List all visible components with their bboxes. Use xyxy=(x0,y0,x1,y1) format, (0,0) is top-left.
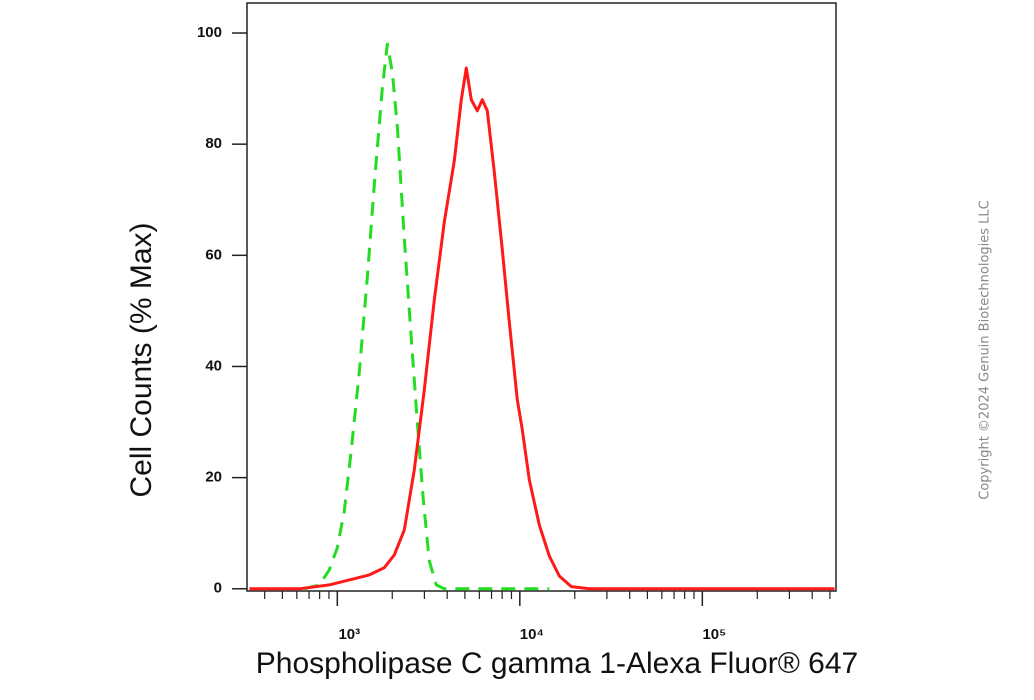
y-tick-label: 100 xyxy=(197,24,222,41)
x-tick-label: 10⁵ xyxy=(702,626,726,643)
y-tick-label: 0 xyxy=(214,580,222,597)
plot-frame xyxy=(246,2,837,592)
histogram-line xyxy=(249,66,835,591)
x-tick-label: 10⁴ xyxy=(520,626,544,643)
y-tick-label: 40 xyxy=(205,357,222,374)
x-tick-label: 10³ xyxy=(338,626,360,643)
y-tick-label: 60 xyxy=(205,246,222,263)
y-tick-label: 80 xyxy=(205,135,222,152)
y-axis-title: Cell Counts (% Max) xyxy=(125,222,158,497)
y-tick-label: 20 xyxy=(205,469,222,486)
histogram-line xyxy=(303,42,550,591)
x-axis-title: Phospholipase C gamma 1-Alexa Fluor® 647 xyxy=(256,647,858,680)
watermark: Copyright ©2024 Genuin Biotechnologies L… xyxy=(978,200,993,499)
